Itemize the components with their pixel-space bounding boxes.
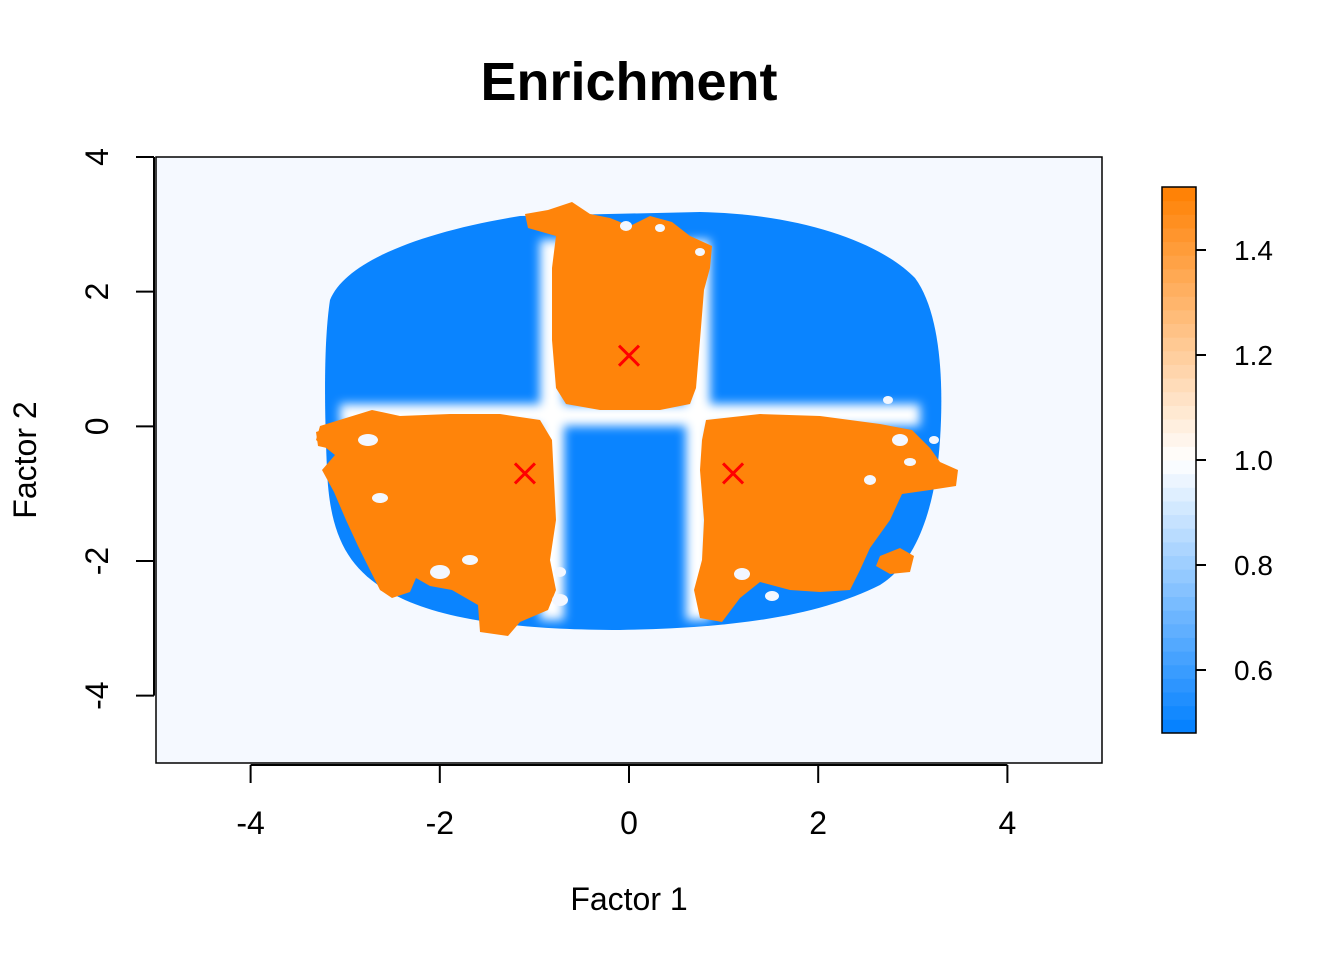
colorbar-band	[1162, 446, 1196, 461]
colorbar-band	[1162, 419, 1196, 434]
colorbar-band	[1162, 692, 1196, 707]
y-tick-label: 0	[79, 417, 115, 435]
colorbar-band	[1162, 337, 1196, 352]
colorbar-band	[1162, 500, 1196, 516]
neutral-speck	[430, 565, 450, 579]
x-tick-label: -4	[236, 805, 264, 841]
neutral-speck	[864, 475, 876, 485]
region-upper-center	[525, 202, 712, 410]
region-lower-left	[316, 410, 556, 636]
centroid-marker	[721, 462, 745, 485]
colorbar-band	[1162, 309, 1196, 324]
colorbar-tick-label: 1.4	[1234, 235, 1273, 266]
centroid-marker	[513, 462, 537, 485]
y-tick-label: 2	[79, 283, 115, 301]
colorbar-band	[1162, 405, 1196, 420]
region-lower-left-islet	[316, 424, 362, 450]
colorbar-band	[1162, 664, 1196, 679]
neutral-speck	[904, 458, 916, 466]
plot-area	[155, 156, 1103, 764]
colorbar-ticks: 0.6 0.8 1.0 1.2 1.4	[1196, 235, 1273, 686]
region-lower-right-islet	[876, 548, 914, 574]
colorbar-tick-label: 1.2	[1234, 340, 1273, 371]
colorbar-band	[1162, 187, 1196, 202]
colorbar-band	[1162, 432, 1196, 447]
y-tick-label: -2	[79, 547, 115, 575]
centroid-marker	[617, 344, 641, 367]
y-axis-label: Factor 2	[7, 401, 43, 518]
colorbar-band	[1162, 596, 1196, 611]
colorbar-band	[1162, 514, 1196, 529]
colorbar-band	[1162, 623, 1196, 638]
colorbar-band	[1162, 214, 1196, 229]
neutral-speck	[892, 434, 908, 446]
colorbar-band	[1162, 582, 1196, 597]
colorbar-tick-label: 0.8	[1234, 550, 1273, 581]
y-axis: -4 -2 0 2 4	[79, 148, 155, 710]
x-axis: -4 -2 0 2 4	[236, 764, 1017, 841]
marker-layer	[513, 344, 745, 485]
colorbar-band	[1162, 473, 1196, 488]
colorbar-band	[1162, 651, 1196, 666]
colorbar-band	[1162, 241, 1196, 256]
high-enrichment-regions	[316, 202, 958, 636]
colorbar-tick-label: 0.6	[1234, 655, 1273, 686]
colorbar-band	[1162, 200, 1196, 215]
x-axis-label: Factor 1	[570, 881, 687, 917]
colorbar-band	[1162, 296, 1196, 311]
colorbar-band	[1162, 323, 1196, 338]
neutral-speck	[462, 555, 478, 565]
colorbar-band	[1162, 705, 1196, 720]
colorbar-band	[1162, 678, 1196, 693]
x-tick-label: 0	[620, 805, 638, 841]
neutral-speck	[695, 248, 705, 256]
x-tick-label: 4	[999, 805, 1017, 841]
neutral-speck	[372, 493, 388, 503]
colorbar-gradient	[1162, 187, 1196, 734]
colorbar-band	[1162, 268, 1196, 284]
x-tick-label: -2	[426, 805, 454, 841]
colorbar-band	[1162, 637, 1196, 652]
colorbar-band	[1162, 460, 1196, 475]
colorbar-band	[1162, 391, 1196, 406]
chart-title: Enrichment	[480, 52, 777, 112]
neutral-speck	[552, 594, 568, 606]
colorbar-band	[1162, 719, 1196, 734]
colorbar-band	[1162, 569, 1196, 584]
colorbar-band	[1162, 541, 1196, 557]
neutral-speck	[734, 568, 750, 580]
colorbar-band	[1162, 227, 1196, 243]
neutral-speck	[929, 436, 939, 444]
plot-frame	[155, 156, 1103, 764]
colorbar-band	[1162, 282, 1196, 297]
y-tick-label: 4	[79, 148, 115, 166]
region-lower-right	[694, 414, 958, 622]
neutral-speck	[620, 221, 632, 231]
colorbar-band	[1162, 364, 1196, 379]
heatmap	[316, 202, 958, 636]
colorbar-band	[1162, 528, 1196, 543]
colorbar-band	[1162, 378, 1196, 393]
neutral-speck	[655, 224, 665, 232]
neutral-speck	[554, 567, 566, 577]
colorbar-band	[1162, 610, 1196, 625]
neutral-speck	[883, 396, 893, 404]
colorbar: 0.6 0.8 1.0 1.2 1.4	[1161, 186, 1273, 734]
colorbar-band	[1162, 555, 1196, 570]
neutral-speck	[358, 434, 378, 446]
y-tick-label: -4	[79, 681, 115, 709]
colorbar-band	[1162, 350, 1196, 365]
colorbar-band	[1162, 487, 1196, 502]
x-tick-label: 2	[809, 805, 827, 841]
colorbar-tick-label: 1.0	[1234, 445, 1273, 476]
colorbar-band	[1162, 255, 1196, 270]
neutral-speck	[765, 591, 779, 601]
